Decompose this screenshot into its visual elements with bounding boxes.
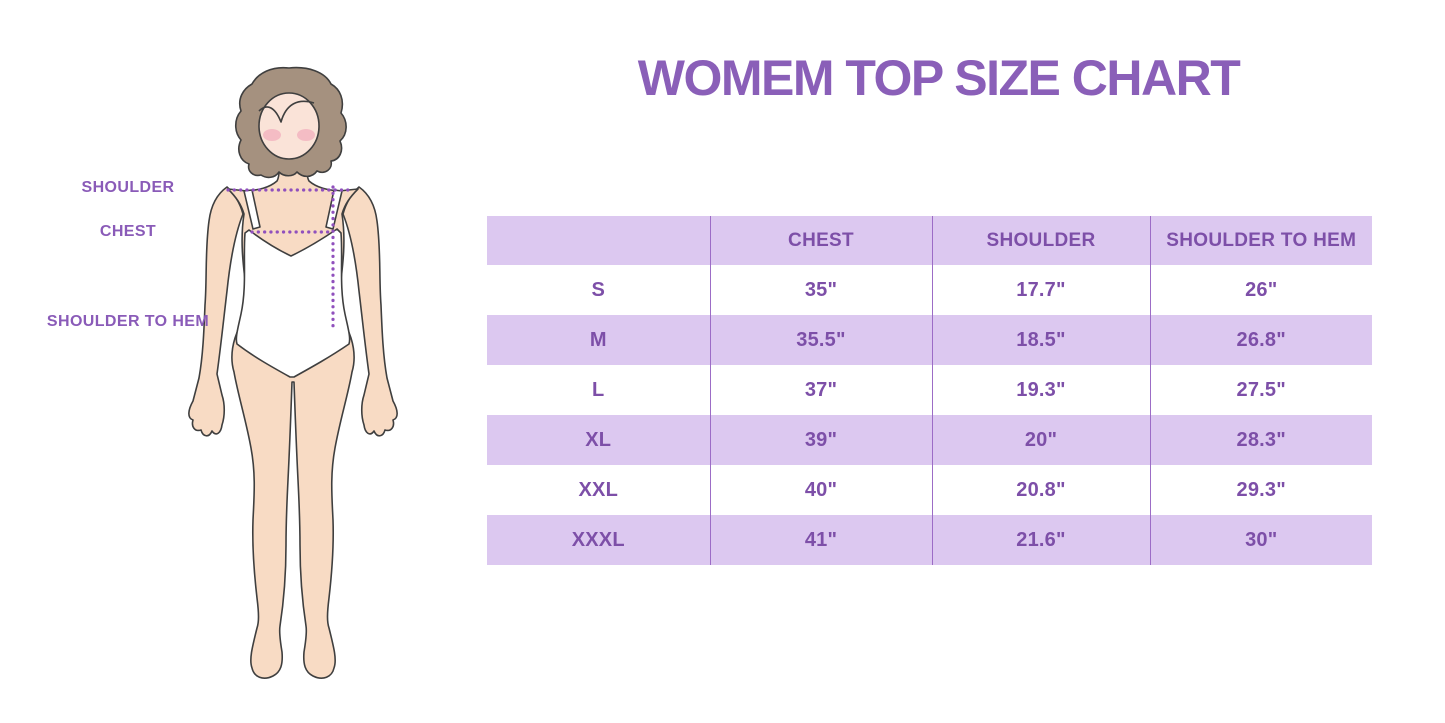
shoulder-to-hem-cell: 26" <box>1149 265 1372 315</box>
chest-measure-label: CHEST <box>99 223 157 240</box>
table-row: XXXL 41" 21.6" 30" <box>487 515 1372 565</box>
table-row: S 35" 17.7" 26" <box>487 265 1372 315</box>
shoulder-cell: 20.8" <box>931 465 1150 515</box>
size-cell: XL <box>487 415 710 465</box>
shoulder-to-hem-cell: 28.3" <box>1149 415 1372 465</box>
shoulder-measure-label: SHOULDER <box>81 179 175 196</box>
shoulder-to-hem-cell: 27.5" <box>1149 365 1372 415</box>
bodysuit <box>235 228 351 378</box>
shoulder-to-hem-measure-label: SHOULDER TO HEM <box>46 313 210 330</box>
page-title: WOMEM TOP SIZE CHART <box>637 50 1241 106</box>
chest-cell: 35.5" <box>709 315 932 365</box>
header-chest: CHEST <box>709 216 932 265</box>
left-arm <box>188 186 244 437</box>
shoulder-cell: 17.7" <box>931 265 1150 315</box>
size-table: CHEST SHOULDER SHOULDER TO HEM S 35" 17.… <box>487 216 1372 565</box>
right-arm <box>342 186 398 437</box>
header-shoulder-to-hem: SHOULDER TO HEM <box>1149 216 1372 265</box>
size-cell: S <box>591 278 606 301</box>
table-header-row: CHEST SHOULDER SHOULDER TO HEM <box>487 216 1372 265</box>
chest-cell: 39" <box>709 415 932 465</box>
table-row: L 37" 19.3" 27.5" <box>487 365 1372 415</box>
hairline-fringe <box>258 100 315 123</box>
shoulder-to-hem-cell: 29.3" <box>1149 465 1372 515</box>
blush-right <box>297 129 315 141</box>
size-cell: XXXL <box>487 515 710 565</box>
shoulder-cell: 19.3" <box>931 365 1150 415</box>
blush-left <box>263 129 281 141</box>
header-shoulder: SHOULDER <box>931 216 1150 265</box>
table-row: XXL 40" 20.8" 29.3" <box>487 465 1372 515</box>
shoulder-cell: 18.5" <box>931 315 1150 365</box>
header-size <box>487 216 710 265</box>
chest-cell: 40" <box>709 465 932 515</box>
size-cell: XXL <box>578 478 618 501</box>
size-cell: M <box>487 315 710 365</box>
table-row: XL 39" 20" 28.3" <box>487 415 1372 465</box>
shoulder-cell: 21.6" <box>931 515 1150 565</box>
size-cell: L <box>592 378 605 401</box>
shoulder-cell: 20" <box>931 415 1150 465</box>
shoulder-to-hem-cell: 26.8" <box>1149 315 1372 365</box>
chest-cell: 37" <box>709 365 932 415</box>
face <box>258 92 320 160</box>
bodysuit-strap-left <box>243 189 261 230</box>
chest-cell: 41" <box>709 515 932 565</box>
shoulder-to-hem-cell: 30" <box>1149 515 1372 565</box>
chest-cell: 35" <box>709 265 932 315</box>
table-row: M 35.5" 18.5" 26.8" <box>487 315 1372 365</box>
